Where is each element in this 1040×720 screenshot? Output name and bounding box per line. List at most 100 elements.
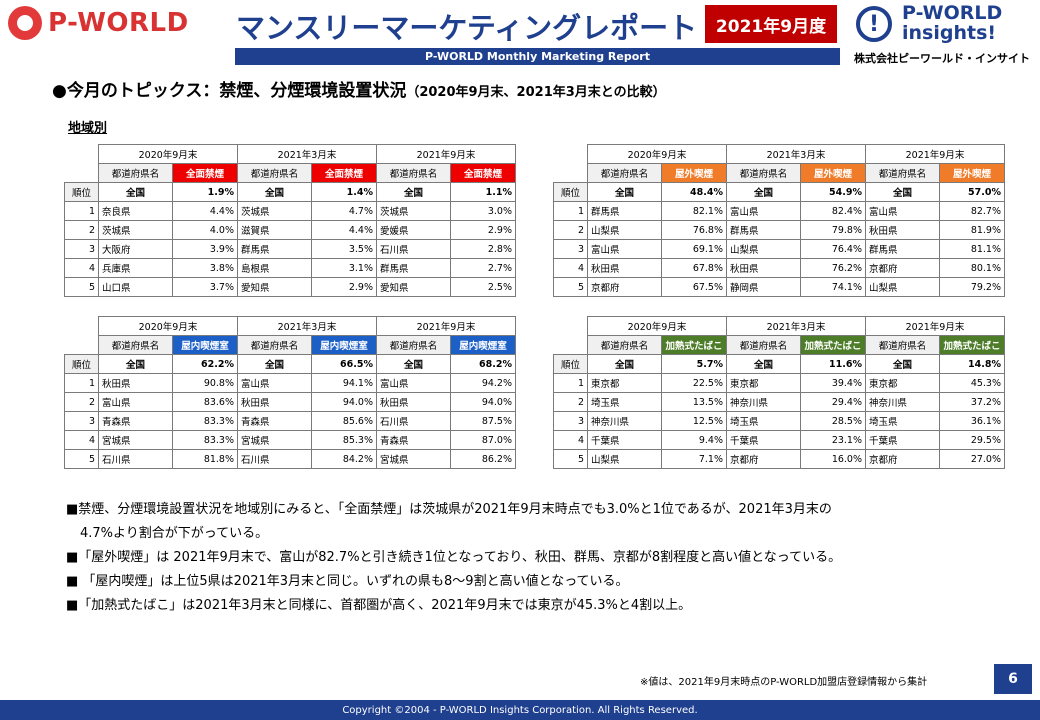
rank-cell: 2 — [553, 392, 588, 412]
value-cell: 23.1% — [800, 430, 866, 450]
pref-cell: 神奈川県 — [587, 411, 662, 431]
report-subtitle: P-WORLD Monthly Marketing Report — [235, 48, 840, 65]
table-corner — [554, 164, 588, 183]
pref-cell: 群馬県 — [587, 201, 662, 221]
table-row: 2 茨城県 4.0% 滋賀県 4.4% 愛媛県 2.9% — [64, 220, 516, 240]
pref-column-header: 都道府県名 — [865, 163, 940, 183]
page-number: 6 — [994, 664, 1032, 694]
rank-cell: 2 — [64, 392, 99, 412]
rank-cell: 5 — [553, 277, 588, 297]
ranking-table: 2020年9月末 2021年3月末 2021年9月末 都道府県名 屋外喫煙 都道府県名 屋外… — [553, 144, 1005, 297]
pref-column-header: 都道府県名 — [587, 163, 662, 183]
value-cell: 82.7% — [939, 201, 1005, 221]
rank-cell: 1 — [64, 201, 99, 221]
metric-header: 屋外喫煙 — [661, 163, 727, 183]
table-row: 2 山梨県 76.8% 群馬県 79.8% 秋田県 81.9% — [553, 220, 1005, 240]
table-row: 1 秋田県 90.8% 富山県 94.1% 富山県 94.2% — [64, 373, 516, 393]
topic-heading: ●今月のトピックス：禁煙、分煙環境設置状況（2020年9月末、2021年3月末と… — [52, 76, 666, 101]
value-cell: 2.8% — [450, 239, 516, 259]
nation-value: 1.9% — [172, 182, 238, 202]
note-line: 4.7%より割合が下がっている。 — [80, 526, 269, 541]
pworld-logo: P-WORLD — [8, 6, 189, 40]
pref-cell: 愛知県 — [376, 277, 451, 297]
pref-cell: 山梨県 — [726, 239, 801, 259]
topic-main: ●今月のトピックス：禁煙、分煙環境設置状況 — [52, 81, 407, 101]
pref-cell: 富山県 — [726, 201, 801, 221]
pref-cell: 静岡県 — [726, 277, 801, 297]
nation-label: 全国 — [98, 354, 173, 374]
table-corner — [65, 164, 99, 183]
metric-header: 屋内喫煙室 — [311, 335, 377, 355]
nation-label: 全国 — [98, 182, 173, 202]
value-cell: 13.5% — [661, 392, 727, 412]
pref-column-header: 都道府県名 — [237, 163, 312, 183]
value-cell: 7.1% — [661, 449, 727, 469]
rank-cell: 3 — [64, 239, 99, 259]
pref-cell: 茨城県 — [376, 201, 451, 221]
pref-cell: 青森県 — [376, 430, 451, 450]
value-cell: 36.1% — [939, 411, 1005, 431]
period-header: 2021年3月末 — [726, 316, 866, 336]
topic-paren: （2020年9月末、2021年3月末との比較） — [406, 85, 666, 100]
value-cell: 67.8% — [661, 258, 727, 278]
metric-header: 全面禁煙 — [311, 163, 377, 183]
nation-value: 62.2% — [172, 354, 238, 374]
period-header: 2020年9月末 — [98, 144, 238, 164]
pref-cell: 宮城県 — [376, 449, 451, 469]
value-cell: 94.0% — [311, 392, 377, 412]
rank-header: 順位 — [64, 354, 99, 374]
value-cell: 9.4% — [661, 430, 727, 450]
insights-logo: ! P-WORLD insights! 株式会社ピーワールド・インサイト — [852, 2, 1037, 66]
value-cell: 4.4% — [172, 201, 238, 221]
rank-cell: 1 — [64, 373, 99, 393]
pref-cell: 埼玉県 — [865, 411, 940, 431]
nation-value: 68.2% — [450, 354, 516, 374]
value-cell: 83.6% — [172, 392, 238, 412]
value-cell: 2.9% — [311, 277, 377, 297]
brand-corp: 株式会社ピーワールド・インサイト — [854, 52, 1030, 65]
pref-column-header: 都道府県名 — [726, 163, 801, 183]
value-cell: 82.4% — [800, 201, 866, 221]
pref-cell: 秋田県 — [376, 392, 451, 412]
pref-cell: 京都府 — [865, 258, 940, 278]
pref-cell: 島根県 — [237, 258, 312, 278]
pref-cell: 茨城県 — [237, 201, 312, 221]
nation-value: 11.6% — [800, 354, 866, 374]
pref-cell: 東京都 — [587, 373, 662, 393]
rank-header: 順位 — [64, 182, 99, 202]
metric-header: 屋外喫煙 — [939, 163, 1005, 183]
pref-cell: 群馬県 — [865, 239, 940, 259]
pref-cell: 山梨県 — [587, 220, 662, 240]
nation-label: 全国 — [726, 354, 801, 374]
table-row: 4 秋田県 67.8% 秋田県 76.2% 京都府 80.1% — [553, 258, 1005, 278]
pref-cell: 富山県 — [865, 201, 940, 221]
period-header: 2021年3月末 — [237, 144, 377, 164]
nation-value: 54.9% — [800, 182, 866, 202]
rank-cell: 2 — [553, 220, 588, 240]
table-row: 2 富山県 83.6% 秋田県 94.0% 秋田県 94.0% — [64, 392, 516, 412]
note-line: ■「屋外喫煙」は 2021年9月末で、富山が82.7%と引き続き1位となっており… — [66, 550, 842, 565]
pref-cell: 富山県 — [237, 373, 312, 393]
value-cell: 81.9% — [939, 220, 1005, 240]
value-cell: 4.7% — [311, 201, 377, 221]
value-cell: 94.0% — [450, 392, 516, 412]
metric-header: 全面禁煙 — [450, 163, 516, 183]
pref-cell: 滋賀県 — [237, 220, 312, 240]
value-cell: 2.9% — [450, 220, 516, 240]
value-cell: 81.1% — [939, 239, 1005, 259]
table-corner — [554, 317, 588, 336]
report-title: マンスリーマーケティングレポート — [236, 11, 698, 45]
pref-column-header: 都道府県名 — [376, 163, 451, 183]
nation-label: 全国 — [587, 182, 662, 202]
rank-cell: 4 — [64, 258, 99, 278]
period-header: 2021年9月末 — [376, 144, 516, 164]
table-corner — [65, 336, 99, 355]
pref-cell: 秋田県 — [98, 373, 173, 393]
table-corner — [65, 145, 99, 164]
pref-column-header: 都道府県名 — [726, 335, 801, 355]
value-cell: 45.3% — [939, 373, 1005, 393]
pref-cell: 京都府 — [726, 449, 801, 469]
value-cell: 4.4% — [311, 220, 377, 240]
rank-cell: 1 — [553, 373, 588, 393]
table-row: 1 奈良県 4.4% 茨城県 4.7% 茨城県 3.0% — [64, 201, 516, 221]
